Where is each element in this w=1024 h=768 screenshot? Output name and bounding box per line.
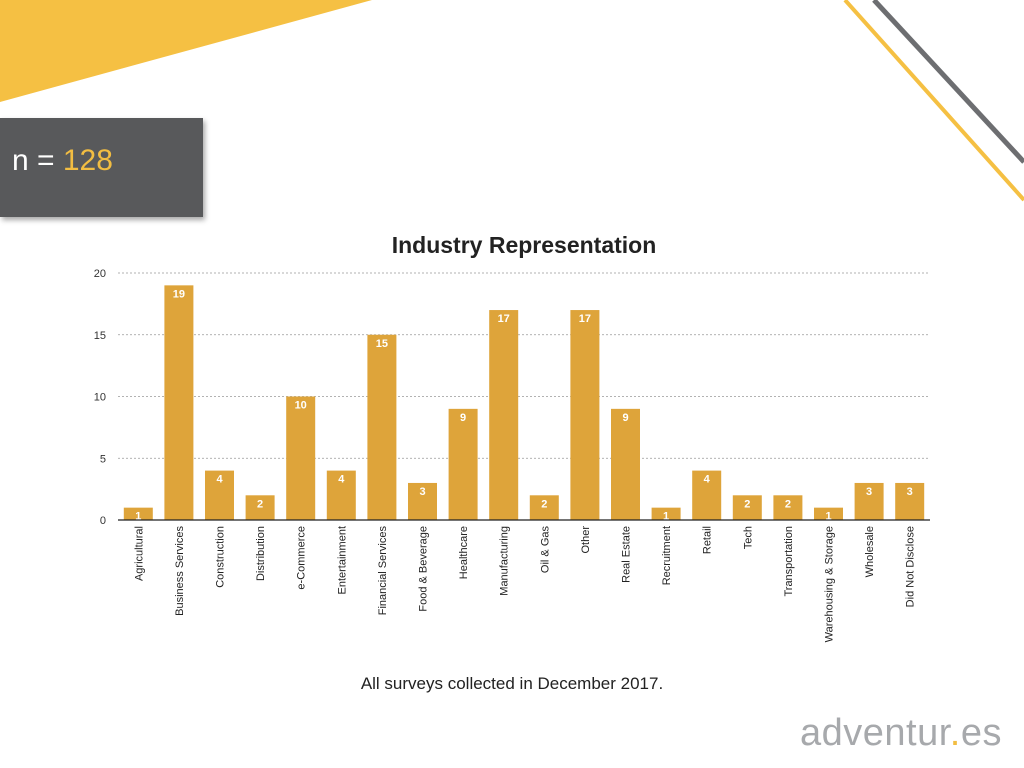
x-category-label: Oil & Gas bbox=[539, 526, 551, 574]
y-tick-label: 5 bbox=[100, 453, 106, 465]
sample-size-value: 128 bbox=[62, 144, 113, 177]
sample-size-badge: n = 128 bbox=[0, 118, 203, 217]
x-category-label: Transportation bbox=[783, 526, 795, 597]
bar bbox=[651, 507, 681, 520]
y-tick-label: 20 bbox=[94, 268, 106, 280]
bar-value-label: 4 bbox=[216, 474, 223, 486]
bar bbox=[732, 495, 762, 520]
x-category-label: Other bbox=[580, 526, 592, 554]
bar bbox=[895, 482, 925, 520]
y-tick-label: 0 bbox=[100, 515, 106, 527]
logo-text-end: es bbox=[960, 712, 1002, 754]
top-left-yellow-wedge bbox=[0, 0, 372, 102]
x-category-label: Real Estate bbox=[621, 526, 633, 583]
chart-title: Industry Representation bbox=[391, 232, 657, 258]
bars-layer: 1 19 4 2 10 4 15 3 9 17 2 17 9 1 4 2 2 1 3 3 bbox=[123, 285, 925, 523]
sample-size-prefix: n = bbox=[12, 144, 63, 177]
adventures-logo: adventur.es bbox=[800, 712, 1002, 755]
x-category-label: Manufacturing bbox=[499, 526, 511, 596]
bar bbox=[854, 482, 884, 520]
bar bbox=[489, 310, 519, 520]
bar-value-label: 1 bbox=[135, 511, 141, 523]
bar bbox=[205, 470, 234, 520]
y-tick-label: 10 bbox=[94, 392, 106, 404]
x-category-label: Distribution bbox=[255, 526, 267, 581]
survey-footnote: All surveys collected in December 2017. bbox=[360, 674, 664, 693]
bar-value-label: 3 bbox=[866, 486, 872, 498]
bar bbox=[408, 482, 437, 520]
grid-layer bbox=[118, 272, 930, 459]
bar-value-label: 1 bbox=[825, 511, 831, 523]
x-category-label: Recruitment bbox=[661, 526, 673, 585]
bar bbox=[529, 495, 559, 520]
x-category-label: Healthcare bbox=[458, 526, 470, 579]
axis-layer: 0 5 10 15 20 Agricultural Business Services Con… bbox=[94, 268, 930, 642]
bar bbox=[448, 408, 478, 520]
x-category-label: Did Not Disclose bbox=[905, 526, 917, 607]
bar-value-label: 3 bbox=[419, 486, 425, 498]
bar bbox=[326, 470, 356, 520]
top-right-yellow-stripe bbox=[843, 0, 1024, 202]
bar bbox=[773, 495, 803, 520]
bar-value-label: 19 bbox=[173, 288, 185, 300]
top-right-gray-stripe bbox=[872, 0, 1024, 164]
sample-size-text: n = 128 bbox=[12, 146, 113, 176]
bar bbox=[814, 507, 843, 520]
x-category-label: Food & Beverage bbox=[418, 526, 430, 612]
bar-value-label: 9 bbox=[460, 412, 466, 424]
x-category-label: Agricultural bbox=[133, 526, 145, 581]
bar bbox=[286, 396, 316, 520]
bar bbox=[692, 470, 722, 520]
x-category-label: Retail bbox=[702, 526, 714, 554]
x-category-label: Tech bbox=[742, 526, 754, 549]
bar-value-label: 4 bbox=[704, 474, 711, 486]
x-category-label: Wholesale bbox=[864, 526, 876, 577]
x-category-label: Entertainment bbox=[336, 526, 348, 594]
bar-value-label: 17 bbox=[498, 313, 510, 325]
bar bbox=[123, 507, 153, 520]
logo-dot: . bbox=[949, 712, 961, 754]
bar-value-label: 2 bbox=[541, 498, 547, 510]
bar-value-label: 15 bbox=[376, 338, 388, 350]
x-category-label: Construction bbox=[215, 526, 227, 588]
bar-value-label: 9 bbox=[622, 412, 628, 424]
bar bbox=[245, 495, 275, 520]
bar-value-label: 2 bbox=[257, 498, 263, 510]
bar-value-label: 17 bbox=[579, 313, 591, 325]
bar-value-label: 1 bbox=[663, 511, 669, 523]
logo-text-start: adventur bbox=[800, 712, 950, 754]
bar-value-label: 2 bbox=[785, 498, 791, 510]
bar bbox=[611, 408, 640, 520]
bar-value-label: 2 bbox=[744, 498, 750, 510]
x-category-label: e-Commerce bbox=[296, 526, 308, 590]
y-tick-label: 15 bbox=[94, 330, 106, 342]
bar bbox=[570, 310, 600, 520]
x-category-label: Warehousing & Storage bbox=[824, 526, 836, 642]
x-category-label: Business Services bbox=[174, 526, 186, 616]
bar bbox=[164, 285, 194, 520]
bar-value-label: 4 bbox=[338, 474, 345, 486]
bar bbox=[367, 334, 397, 520]
bar-value-label: 3 bbox=[907, 486, 913, 498]
bar-value-label: 10 bbox=[295, 400, 307, 412]
industry-bar-chart: 1 19 4 2 10 4 15 3 9 17 2 17 9 1 4 2 2 1 3 3 0 5 10 15 20 Agricu… bbox=[94, 268, 930, 642]
x-category-label: Financial Services bbox=[377, 526, 389, 616]
